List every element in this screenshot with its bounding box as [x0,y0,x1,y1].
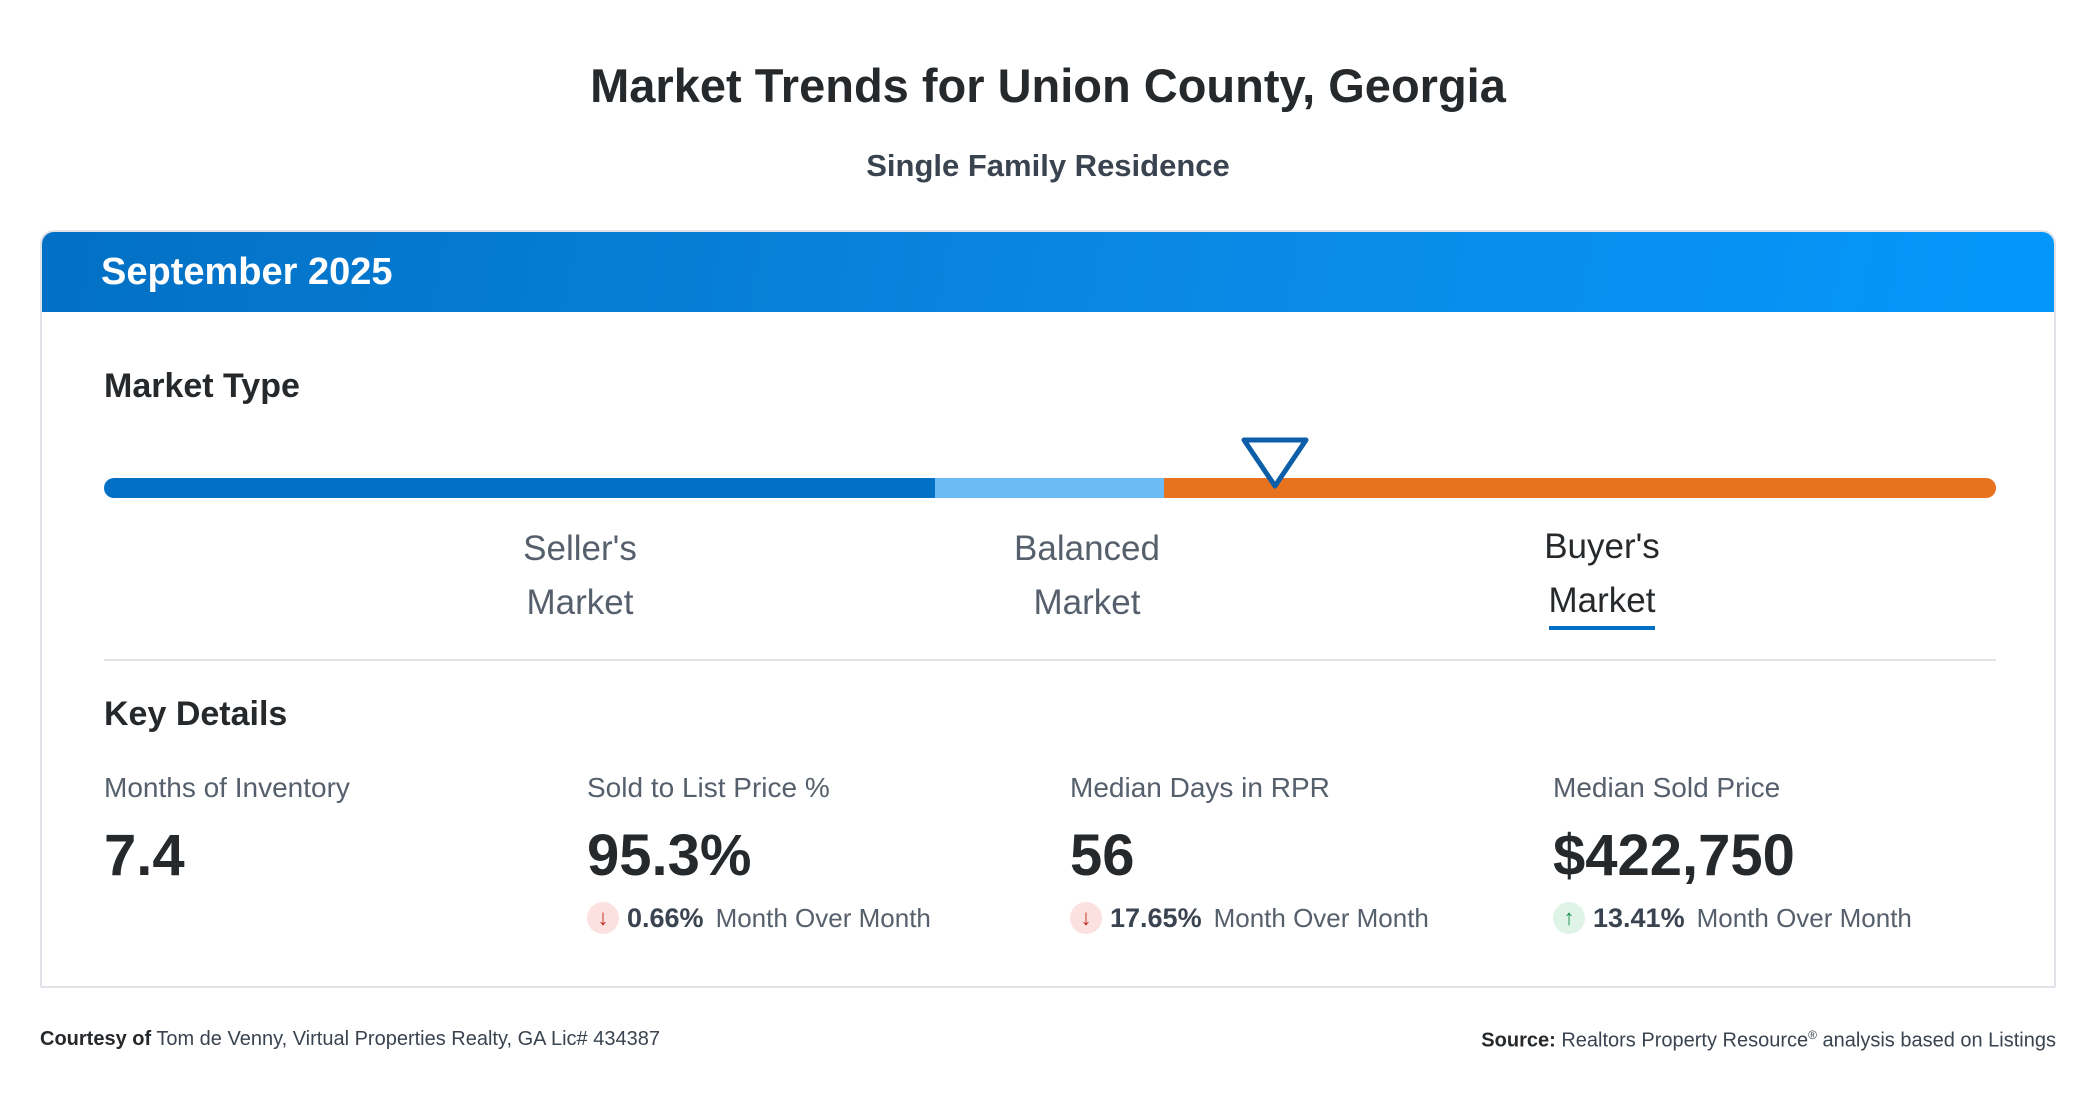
source-label: Source: [1481,1029,1556,1052]
section-divider [104,659,1996,661]
arrow-down-icon: ↓ [587,902,619,934]
courtesy-label: Courtesy of [40,1028,152,1050]
metric-change: ↑ 13.41% Month Over Month [1553,902,1993,934]
card-header: September 2025 [42,232,2054,312]
metric-value: 56 [1070,823,1135,888]
balanced-market-label-line2: Market [1033,583,1141,622]
metric-change-label: Month Over Month [1696,902,1912,933]
source-footer: Source: Realtors Property Resource® anal… [1481,1028,2056,1053]
metric-sold-to-list-price: Sold to List Price % 95.3% ↓ 0.66% Month… [587,772,1027,934]
metric-change: ↓ 17.65% Month Over Month [1070,902,1510,934]
buyers-market-label-line2: Market [1548,576,1656,630]
arrow-up-icon: ↑ [1553,902,1585,934]
buyers-market-label: Buyer's Market [1487,520,1717,630]
page-subtitle: Single Family Residence [866,148,1230,183]
page-title: Market Trends for Union County, Georgia [590,59,1506,112]
balanced-market-segment [935,478,1164,498]
metric-label: Median Sold Price [1553,772,1781,803]
sellers-market-label: Seller's Market [480,522,680,630]
period-label: September 2025 [101,250,393,293]
registered-mark: ® [1808,1028,1817,1042]
metric-label: Sold to List Price % [587,772,830,803]
buyers-market-label-line1: Buyer's [1544,527,1660,566]
sellers-market-segment [104,478,935,498]
metric-median-days-in-rpr: Median Days in RPR 56 ↓ 17.65% Month Ove… [1070,772,1510,934]
metric-label: Median Days in RPR [1070,772,1330,803]
metric-value: 95.3% [587,823,752,888]
balanced-market-label-line1: Balanced [1014,529,1160,568]
key-details-title: Key Details [104,695,288,733]
balanced-market-label: Balanced Market [972,522,1202,630]
metric-change-percent: 17.65% [1110,902,1202,933]
metric-value: $422,750 [1553,823,1795,888]
source-text: Realtors Property Resource [1561,1029,1809,1052]
market-indicator-icon [1241,437,1309,489]
source-text-suffix: analysis based on Listings [1816,1029,2057,1052]
metric-change-label: Month Over Month [1213,902,1429,933]
metric-label: Months of Inventory [104,772,350,803]
metric-months-of-inventory: Months of Inventory 7.4 [104,772,544,888]
arrow-down-icon: ↓ [1070,902,1102,934]
buyers-market-segment [1164,478,1996,498]
metric-change-label: Month Over Month [715,902,931,933]
sellers-market-label-line2: Market [526,583,634,622]
courtesy-footer: Courtesy of Tom de Venny, Virtual Proper… [40,1028,660,1051]
metric-median-sold-price: Median Sold Price $422,750 ↑ 13.41% Mont… [1553,772,1993,934]
metric-value: 7.4 [104,823,185,888]
sellers-market-label-line1: Seller's [523,529,637,568]
market-type-title: Market Type [104,367,300,405]
market-trends-card: September 2025 Market Type Seller's Mark… [40,230,2056,988]
market-type-bar [104,478,1996,498]
metric-change-percent: 13.41% [1593,902,1685,933]
metric-change-percent: 0.66% [627,902,704,933]
courtesy-text: Tom de Venny, Virtual Properties Realty,… [156,1028,660,1050]
metric-change: ↓ 0.66% Month Over Month [587,902,1027,934]
